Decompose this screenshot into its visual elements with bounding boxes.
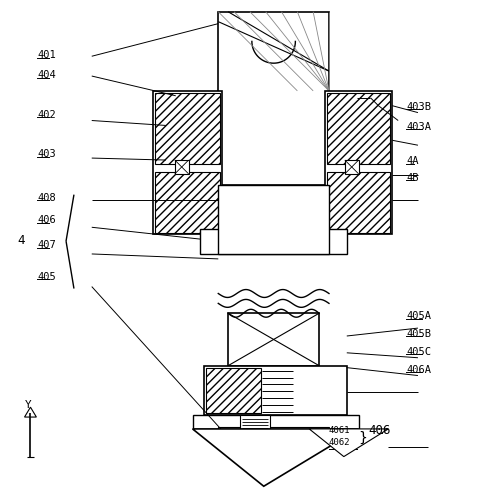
Bar — [325, 92, 392, 234]
Text: }: } — [359, 430, 368, 444]
Bar — [204, 366, 347, 415]
Bar — [155, 172, 220, 234]
Text: 4061: 4061 — [329, 425, 351, 434]
Text: 405C: 405C — [406, 346, 431, 356]
Text: 404: 404 — [37, 70, 56, 80]
Bar — [240, 415, 270, 430]
Text: 4062: 4062 — [329, 437, 351, 446]
Text: 401: 401 — [37, 50, 56, 60]
Text: 405A: 405A — [406, 311, 431, 321]
Text: 403: 403 — [37, 149, 56, 159]
Bar — [175, 161, 189, 174]
Text: 406: 406 — [37, 215, 56, 225]
Bar — [327, 94, 390, 165]
Bar — [200, 230, 347, 255]
Text: 403B: 403B — [406, 102, 431, 112]
Bar — [155, 94, 220, 165]
Bar — [218, 427, 329, 439]
Text: 405B: 405B — [406, 329, 431, 338]
Text: 4A: 4A — [406, 156, 419, 166]
Bar — [228, 314, 319, 366]
Text: Y: Y — [25, 399, 31, 409]
Bar — [345, 161, 359, 174]
Bar — [193, 415, 359, 429]
Text: 406: 406 — [369, 423, 391, 436]
Bar — [206, 368, 261, 413]
Text: 408: 408 — [37, 192, 56, 202]
Polygon shape — [309, 429, 388, 457]
Text: 4: 4 — [17, 233, 25, 246]
Bar — [218, 185, 329, 255]
Polygon shape — [25, 407, 36, 417]
Bar — [153, 92, 222, 234]
Text: 405: 405 — [37, 271, 56, 281]
Text: 403A: 403A — [406, 121, 431, 131]
Text: 406A: 406A — [406, 364, 431, 374]
Bar — [218, 13, 329, 185]
Text: 402: 402 — [37, 109, 56, 119]
Bar — [327, 172, 390, 234]
Text: 407: 407 — [37, 239, 56, 249]
Polygon shape — [193, 429, 359, 486]
Text: 4B: 4B — [406, 172, 419, 182]
